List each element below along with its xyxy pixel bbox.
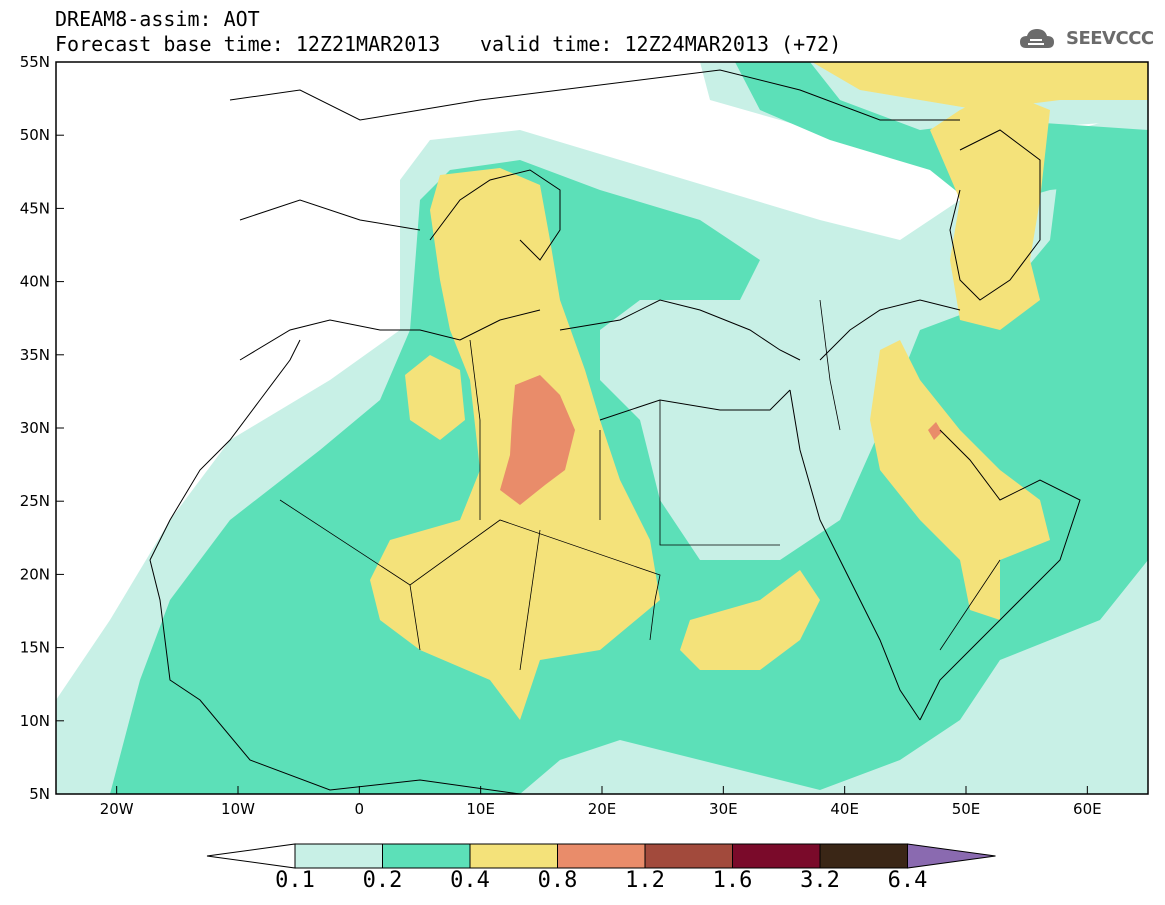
- lat-label: 30N: [20, 419, 50, 437]
- colorbar-label: 1.2: [625, 868, 665, 893]
- lat-label: 50N: [20, 126, 50, 144]
- title-forecast-base-time: Forecast base time: 12Z21MAR2013: [55, 32, 441, 56]
- lat-label: 5N: [29, 785, 50, 803]
- colorbar-under-arrow: [206, 843, 296, 869]
- colorbar-segment: [732, 843, 821, 869]
- lat-label: 15N: [20, 639, 50, 657]
- latitude-labels: 55N 50N 45N 40N 35N 30N 25N 20N 15N 10N 5N: [20, 53, 64, 803]
- colorbar-label: 6.4: [887, 868, 928, 893]
- colorbar-segment: [382, 843, 471, 869]
- lon-label: 10E: [466, 800, 495, 818]
- lon-label: 0: [355, 800, 365, 818]
- colorbar-label: 1.6: [712, 868, 753, 893]
- colorbar-segment: [469, 843, 558, 869]
- aot-band-0.4-morocco: [405, 355, 465, 440]
- colorbar-label: 0.2: [362, 868, 403, 893]
- lat-label: 25N: [20, 492, 50, 510]
- cloud-logo-icon: [1020, 29, 1054, 48]
- colorbar-label: 0.1: [275, 868, 315, 893]
- aot-band-0.2: [110, 130, 1148, 794]
- logo-text: SEEVCCC: [1066, 28, 1154, 49]
- aot-band-0.8-kuwait: [928, 422, 942, 440]
- colorbar-segment: [819, 843, 908, 869]
- lon-label: 40E: [830, 800, 859, 818]
- colorbar-segment: [557, 843, 646, 869]
- colorbar-label: 0.4: [450, 868, 490, 893]
- lat-label: 40N: [20, 273, 50, 291]
- colorbar-segment: [644, 843, 733, 869]
- aot-band-0.4-arabia: [870, 340, 1050, 620]
- title-line-1: DREAM8-assim: AOT: [55, 7, 260, 31]
- title-valid-time: valid time: 12Z24MAR2013 (+72): [480, 32, 842, 56]
- coastlines: [149, 69, 1081, 794]
- lat-label: 10N: [20, 712, 50, 730]
- lon-label: 20E: [588, 800, 617, 818]
- colorbar-over-arrow: [907, 843, 996, 869]
- lon-label: 30E: [709, 800, 738, 818]
- lon-label: 10W: [221, 800, 255, 818]
- aot-band-0.4-sudan: [680, 570, 820, 670]
- colorbar-segment: [294, 843, 383, 869]
- aot-contour-fields: [56, 62, 1148, 794]
- colorbar-label: 3.2: [800, 868, 840, 893]
- aot-band-0.4-north: [812, 62, 1148, 110]
- lon-label: 60E: [1073, 800, 1102, 818]
- colorbar: [206, 843, 996, 869]
- lat-label: 45N: [20, 199, 50, 217]
- lon-label: 50E: [952, 800, 981, 818]
- longitude-labels: 20W 10W 0 10E 20E 30E 40E 50E 60E: [100, 786, 1102, 818]
- lat-label: 20N: [20, 565, 50, 583]
- lat-label: 55N: [20, 53, 50, 71]
- lon-label: 20W: [100, 800, 134, 818]
- lat-label: 35N: [20, 346, 50, 364]
- aot-band-0.8: [500, 375, 575, 505]
- colorbar-label: 0.8: [537, 868, 578, 893]
- borders: [279, 299, 1001, 671]
